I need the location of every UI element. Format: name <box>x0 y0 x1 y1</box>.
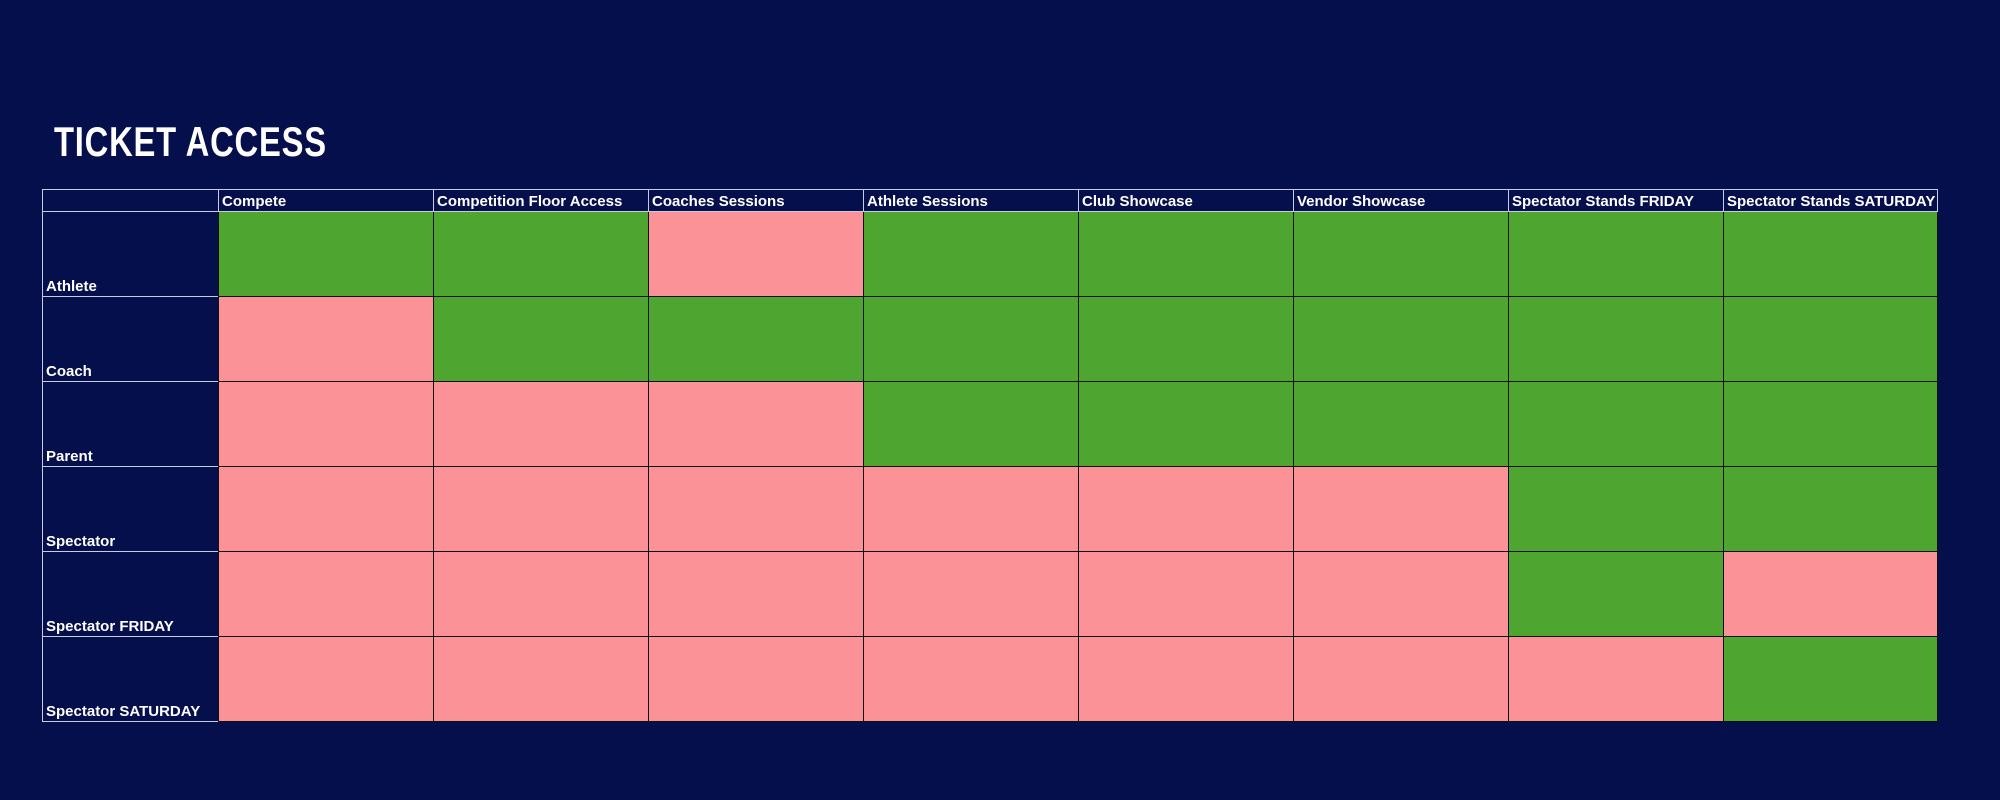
access-denied-cell <box>648 212 863 297</box>
access-granted-cell <box>648 297 863 382</box>
access-granted-cell <box>1293 382 1508 467</box>
access-denied-cell <box>1078 552 1293 637</box>
row-label: Athlete <box>42 212 218 297</box>
column-header: Spectator Stands SATURDAY <box>1723 189 1938 212</box>
access-denied-cell <box>433 552 648 637</box>
access-granted-cell <box>1723 467 1938 552</box>
access-granted-cell <box>218 212 433 297</box>
access-denied-cell <box>1078 467 1293 552</box>
access-granted-cell <box>1508 382 1723 467</box>
table-corner-cell <box>42 189 218 212</box>
access-granted-cell <box>1078 212 1293 297</box>
access-granted-cell <box>1723 212 1938 297</box>
access-denied-cell <box>648 637 863 722</box>
access-granted-cell <box>863 382 1078 467</box>
row-label: Parent <box>42 382 218 467</box>
access-granted-cell <box>433 212 648 297</box>
access-granted-cell <box>1508 552 1723 637</box>
access-granted-cell <box>1723 297 1938 382</box>
row-label: Coach <box>42 297 218 382</box>
access-denied-cell <box>218 637 433 722</box>
column-header: Competition Floor Access <box>433 189 648 212</box>
access-granted-cell <box>1293 297 1508 382</box>
access-denied-cell <box>863 637 1078 722</box>
access-denied-cell <box>648 382 863 467</box>
access-denied-cell <box>218 552 433 637</box>
access-denied-cell <box>1293 637 1508 722</box>
access-denied-cell <box>433 467 648 552</box>
access-denied-cell <box>1293 552 1508 637</box>
access-granted-cell <box>1508 467 1723 552</box>
access-denied-cell <box>433 382 648 467</box>
access-denied-cell <box>1723 552 1938 637</box>
access-granted-cell <box>1508 297 1723 382</box>
column-header: Club Showcase <box>1078 189 1293 212</box>
row-label: Spectator <box>42 467 218 552</box>
column-header: Athlete Sessions <box>863 189 1078 212</box>
access-denied-cell <box>218 467 433 552</box>
column-header: Vendor Showcase <box>1293 189 1508 212</box>
access-denied-cell <box>1078 637 1293 722</box>
access-granted-cell <box>863 212 1078 297</box>
access-granted-cell <box>863 297 1078 382</box>
access-granted-cell <box>1723 637 1938 722</box>
access-denied-cell <box>648 552 863 637</box>
access-granted-cell <box>1508 212 1723 297</box>
access-denied-cell <box>1508 637 1723 722</box>
access-granted-cell <box>1078 382 1293 467</box>
column-header: Coaches Sessions <box>648 189 863 212</box>
column-header: Compete <box>218 189 433 212</box>
access-denied-cell <box>863 467 1078 552</box>
access-denied-cell <box>433 637 648 722</box>
row-label: Spectator FRIDAY <box>42 552 218 637</box>
access-granted-cell <box>1078 297 1293 382</box>
page-title: TICKET ACCESS <box>54 118 327 165</box>
access-denied-cell <box>218 297 433 382</box>
row-label: Spectator SATURDAY <box>42 637 218 722</box>
column-header: Spectator Stands FRIDAY <box>1508 189 1723 212</box>
ticket-access-table: Compete Competition Floor Access Coaches S… <box>42 189 1938 722</box>
access-granted-cell <box>1723 382 1938 467</box>
access-granted-cell <box>433 297 648 382</box>
access-denied-cell <box>218 382 433 467</box>
access-denied-cell <box>863 552 1078 637</box>
access-granted-cell <box>1293 212 1508 297</box>
access-denied-cell <box>648 467 863 552</box>
access-denied-cell <box>1293 467 1508 552</box>
